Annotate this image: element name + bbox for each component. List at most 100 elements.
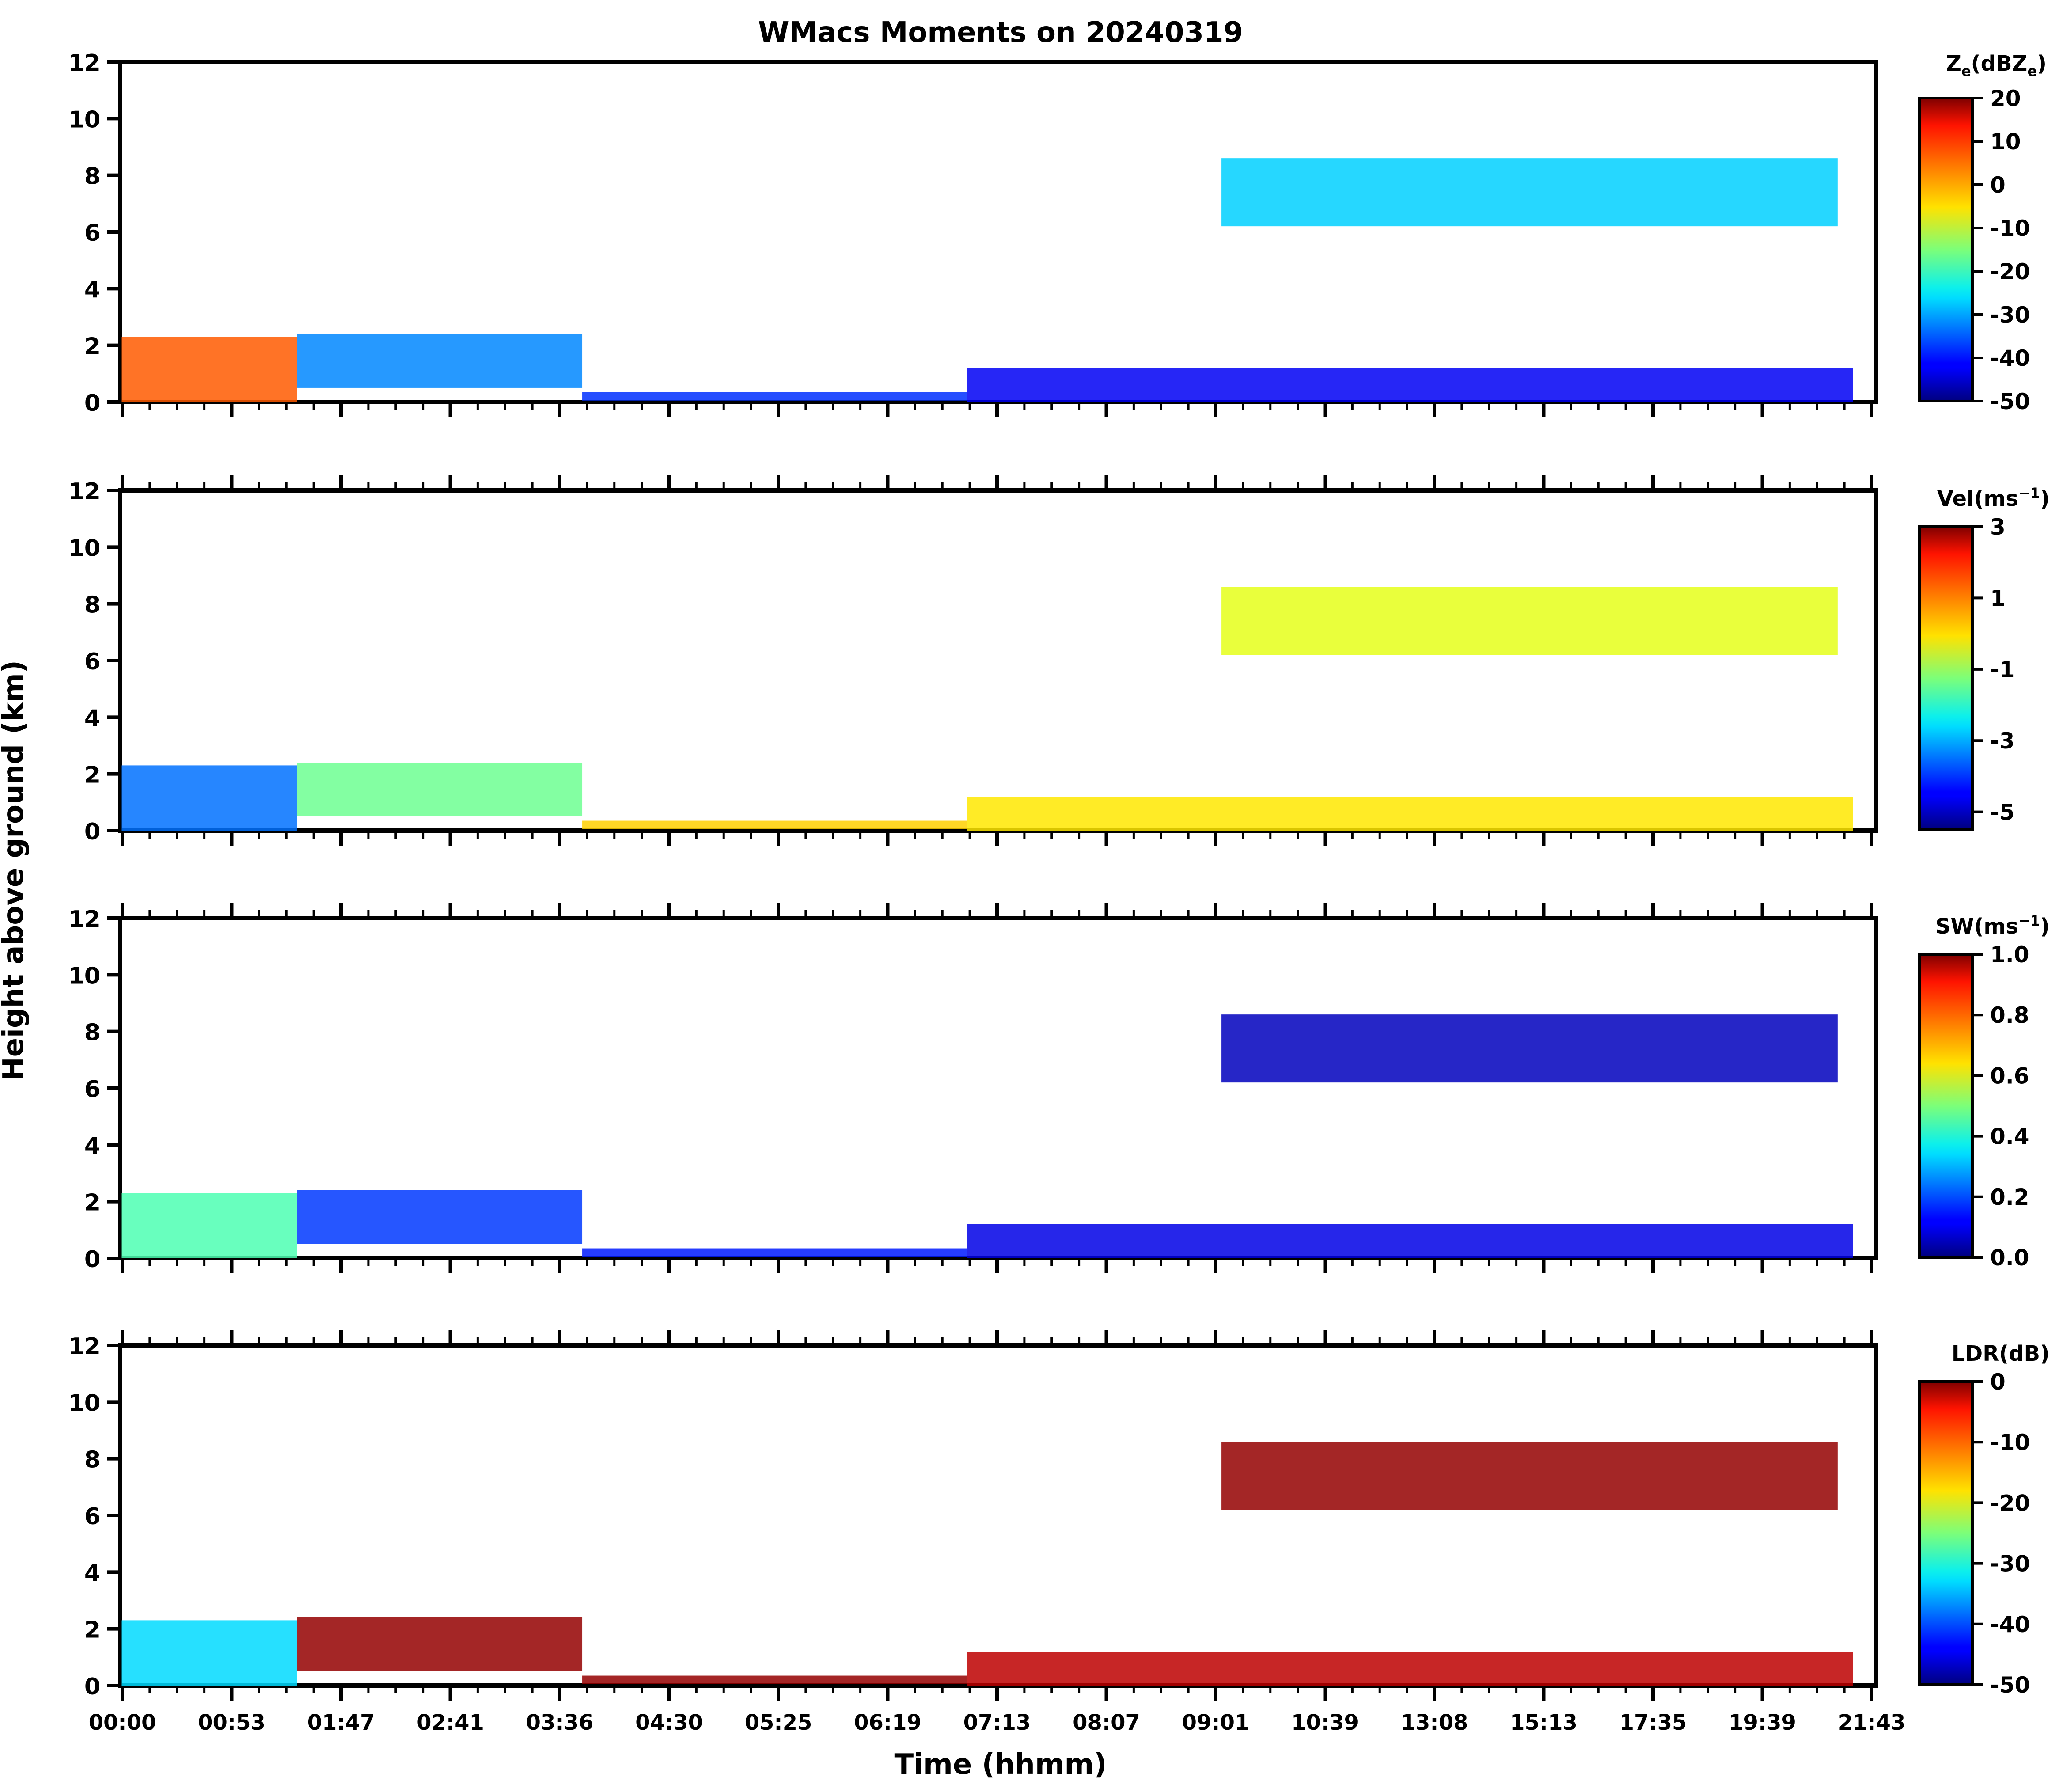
height-tick-label: 4 [84,277,100,303]
colorbar-tick-label: -1 [1990,657,2015,683]
echo-region [297,763,583,816]
height-tick-label: 4 [84,705,100,732]
height-tick-label: 8 [84,1447,100,1473]
time-tick-label: 07:13 [963,1710,1031,1735]
colorbar-tick-label: -10 [1990,1430,2030,1455]
colorbar-label: Vel(ms−1) [1937,485,2050,511]
height-tick-label: 10 [68,963,100,989]
time-tick-label: 21:43 [1838,1710,1906,1735]
height-tick-label: 10 [68,1390,100,1416]
height-tick-labels: 0 2 4 6 8 10 12 [68,478,120,845]
colorbar-label: LDR(dB) [1952,1341,2050,1366]
height-tick-label: 2 [84,1190,100,1216]
echo-region [967,797,1853,831]
time-tick-label: 00:53 [198,1710,265,1735]
y-axis-label: Height above ground (km) [0,660,30,1081]
colorbar [1918,525,1974,831]
time-tick-label: 02:41 [417,1710,484,1735]
height-tick-label: 8 [84,163,100,190]
colorbar-tick-label: -10 [1990,216,2030,241]
height-tick-labels: 0 2 4 6 8 10 12 [68,50,120,417]
height-tick-label: 10 [68,106,100,133]
time-tick-marks [121,903,1873,1273]
colorbar-tick-labels: 20 10 0 -10 -20 -30 -40 -50 [1972,86,2030,414]
time-tick-marks [121,402,1873,417]
colorbar-tick-label: -5 [1990,800,2015,825]
height-tick-label: 8 [84,1020,100,1046]
colorbar-tick-label: -40 [1990,345,2030,371]
height-tick-label: 4 [84,1560,100,1587]
echo-region [582,820,967,829]
colorbar-tick-label: -3 [1990,728,2015,754]
time-tick-label: 01:47 [307,1710,375,1735]
time-tick-label: 08:07 [1073,1710,1140,1735]
colorbar [1918,1380,1974,1686]
time-tick-labels: 00:00 00:53 01:47 02:41 03:36 04:30 05:25 06:19… [89,1710,1906,1735]
panel-reflectivity: 0 2 4 6 8 10 12 20 10 0 -10 -20 -30 -40 -50 Ze(dBZe) [68,50,2047,417]
colorbar-tick-label: 20 [1990,86,2021,111]
colorbar-tick-labels: 3 1 -1 -3 -5 [1972,514,2015,825]
time-tick-marks [121,475,1873,846]
echo-region [967,1224,1853,1258]
colorbar-tick-label: 3 [1990,514,2006,540]
echo-region [582,1675,967,1684]
height-tick-labels: 0 2 4 6 8 10 12 [68,906,120,1273]
colorbar-tick-label: 0.6 [1990,1063,2029,1089]
height-tick-label: 0 [84,390,100,417]
echo-region [1221,158,1838,227]
height-tick-label: 2 [84,1617,100,1644]
time-tick-label: 03:36 [526,1710,594,1735]
echo-layer [121,1442,1853,1686]
height-tick-label: 0 [84,819,100,845]
echo-region [121,1193,297,1258]
x-axis-label: Time (hhmm) [895,1748,1107,1781]
colorbar-tick-label: -30 [1990,302,2030,328]
height-tick-label: 4 [84,1133,100,1159]
echo-region [297,1190,583,1244]
colorbar-label: SW(ms−1) [1935,912,2050,939]
colorbar [1918,953,1974,1259]
colorbar-tick-label: -50 [1990,389,2030,414]
echo-region [582,1248,967,1257]
echo-region [582,392,967,401]
echo-region [1221,1014,1838,1083]
height-tick-label: 6 [84,220,100,247]
colorbar-tick-label: -30 [1990,1551,2030,1577]
colorbar-tick-label: 0 [1990,1369,2006,1395]
colorbar-tick-label: 1.0 [1990,942,2029,968]
echo-region [297,1617,583,1671]
panel-velocity: 0 2 4 6 8 10 12 3 1 -1 -3 -5 Vel(ms−1) [68,475,2050,846]
height-tick-label: 12 [68,50,100,76]
height-tick-label: 0 [84,1246,100,1273]
colorbar-tick-label: -20 [1990,1490,2030,1516]
height-tick-label: 6 [84,1503,100,1530]
echo-region [121,1620,297,1686]
time-tick-label: 06:19 [854,1710,922,1735]
colorbar-tick-label: 0.4 [1990,1124,2029,1150]
height-tick-label: 8 [84,592,100,619]
height-tick-label: 6 [84,649,100,675]
time-tick-label: 19:39 [1729,1710,1796,1735]
time-tick-label: 17:35 [1619,1710,1687,1735]
echo-region [121,765,297,831]
colorbar-tick-label: -40 [1990,1612,2030,1637]
colorbar-tick-label: 0.2 [1990,1185,2029,1210]
time-tick-marks [121,1330,1873,1701]
colorbar-tick-label: 0.8 [1990,1002,2029,1028]
time-tick-label: 05:25 [745,1710,812,1735]
echo-region [967,368,1853,402]
panel-ldr: 0 2 4 6 8 10 12 00:00 00:53 01:47 02:41 03:36 04:30… [68,1330,2050,1735]
colorbar-tick-label: 10 [1990,129,2021,155]
height-tick-label: 12 [68,1333,100,1360]
time-tick-label: 00:00 [89,1710,156,1735]
colorbar-tick-label: -50 [1990,1672,2030,1698]
echo-region [1221,1442,1838,1510]
echo-region [967,1652,1853,1686]
height-tick-label: 12 [68,906,100,933]
height-tick-label: 6 [84,1076,100,1103]
echo-layer [121,158,1853,402]
height-tick-labels: 0 2 4 6 8 10 12 [68,1333,120,1700]
height-tick-label: 0 [84,1674,100,1700]
colorbar-tick-label: 0 [1990,172,2006,198]
